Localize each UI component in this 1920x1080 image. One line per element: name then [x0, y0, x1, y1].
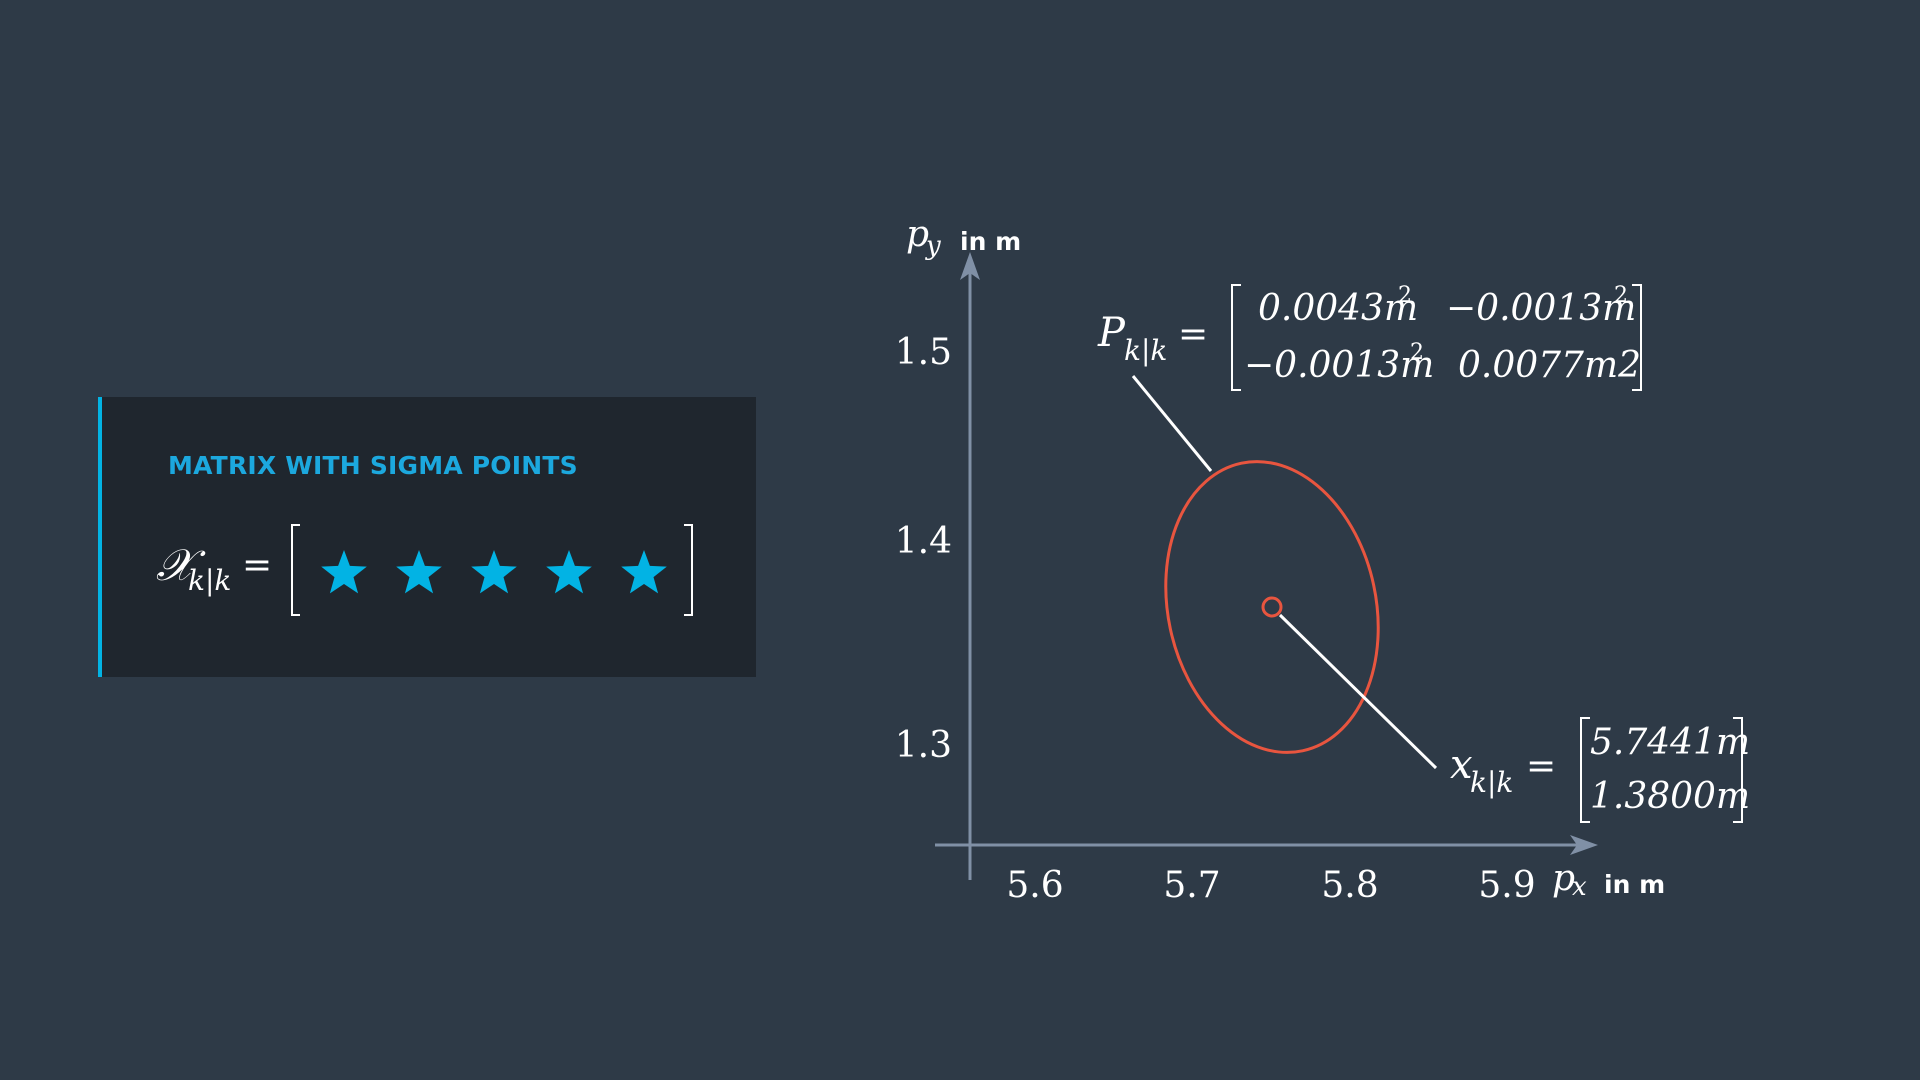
state-leader-line	[1278, 613, 1438, 770]
x-axis-label: p	[1552, 858, 1575, 899]
sigma-subscript: k|k	[188, 564, 231, 597]
sigma-matrix-formula: 𝒳 k|k =	[156, 524, 693, 616]
state-left-bracket	[1580, 717, 1590, 823]
x-tick-label: 5.9	[1478, 865, 1535, 906]
covariance-symbol: P	[1097, 310, 1126, 356]
covariance-equals: =	[1178, 314, 1208, 355]
x-axis-unit: in m	[1604, 870, 1665, 899]
card-title: MATRIX WITH SIGMA POINTS	[168, 451, 578, 480]
sigma-point-star-icon	[621, 550, 667, 594]
covariance-right-bracket	[1632, 284, 1642, 391]
covariance-ellipse	[1164, 460, 1380, 754]
covariance-m21: −0.0013m	[1244, 345, 1434, 386]
covariance-m22: 0.0077m2	[1458, 345, 1641, 386]
covariance-m21-exp: 2	[1410, 340, 1424, 365]
covariance-subscript: k|k	[1124, 334, 1167, 367]
x-axis-arrow-icon	[1570, 835, 1598, 855]
state-v2: 1.3800m	[1590, 776, 1750, 817]
sigma-point-star-icon	[471, 550, 517, 594]
left-bracket	[291, 524, 300, 616]
y-axis-label-sub: y	[925, 231, 941, 261]
covariance-left-bracket	[1231, 284, 1241, 391]
covariance-m11-exp: 2	[1398, 283, 1412, 308]
sigma-equals: =	[242, 545, 272, 586]
right-bracket	[684, 524, 693, 616]
y-axis-label: p	[906, 214, 929, 255]
covariance-m11: 0.0043m	[1258, 288, 1418, 329]
x-tick-label: 5.7	[1163, 865, 1220, 906]
x-tick-label: 5.6	[1006, 865, 1063, 906]
sigma-points-card: MATRIX WITH SIGMA POINTS 𝒳 k|k =	[98, 397, 756, 677]
x-axis-label-sub: x	[1572, 872, 1587, 902]
state-v1: 5.7441m	[1590, 722, 1750, 763]
covariance-m12: −0.0013m	[1446, 288, 1636, 329]
sigma-point-star-icon	[321, 550, 367, 594]
mean-point	[1261, 596, 1283, 618]
sigma-point-star-icon	[546, 550, 592, 594]
covariance-leader-line	[1131, 375, 1213, 472]
covariance-m12-exp: 2	[1614, 283, 1628, 308]
x-tick-label: 5.8	[1321, 865, 1378, 906]
y-tick-label: 1.4	[895, 521, 952, 562]
sigma-stars	[321, 550, 667, 594]
y-tick-label: 1.3	[895, 725, 952, 766]
sigma-point-star-icon	[396, 550, 442, 594]
y-axis-arrow-icon	[960, 252, 980, 280]
state-right-bracket	[1733, 717, 1743, 823]
y-tick-label: 1.5	[895, 332, 952, 373]
state-symbol: x	[1450, 742, 1473, 788]
state-equals: =	[1526, 746, 1556, 787]
state-subscript: k|k	[1470, 766, 1513, 799]
y-axis-unit: in m	[960, 227, 1021, 256]
